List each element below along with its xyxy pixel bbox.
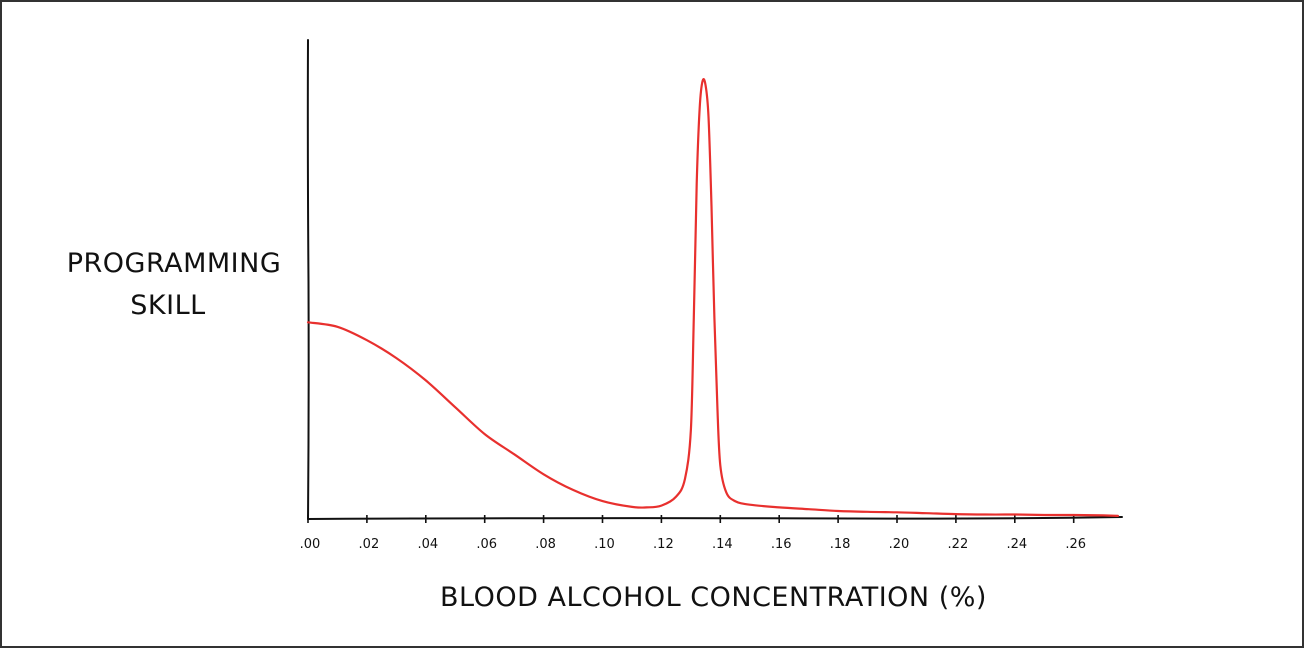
x-tick-label: .12 <box>653 537 674 552</box>
x-tick-label: .24 <box>1006 537 1027 552</box>
series-line <box>306 78 1119 517</box>
x-axis-line <box>307 516 1123 520</box>
x-tick-label: .14 <box>712 537 733 552</box>
axes <box>306 39 1123 520</box>
x-axis-label: BLOOD ALCOHOL CONCENTRATION (%) <box>440 582 987 613</box>
y-axis-label-line-2: SKILL <box>130 290 205 321</box>
x-ticks: .00 .02 .04 .06 .08 .10 .12 .14 .16 .18 .20 .22 .24.… <box>300 515 1086 552</box>
y-axis-line <box>306 39 310 520</box>
x-tick-label: .06 <box>476 537 497 552</box>
y-axis-label: PROGRAMMING SKILL <box>67 248 282 321</box>
x-tick-label: .04 <box>417 537 438 552</box>
x-tick-label: .26 <box>1065 537 1086 552</box>
x-tick-label: .20 <box>889 537 910 552</box>
x-tick-label: .08 <box>535 537 556 552</box>
y-axis-label-line-1: PROGRAMMING <box>67 248 282 279</box>
x-tick-label: .00 <box>300 537 321 552</box>
x-tick-label: .18 <box>830 537 851 552</box>
x-tick-label: .16 <box>771 537 792 552</box>
x-tick-label: .10 <box>594 537 615 552</box>
x-tick-label: .22 <box>948 537 969 552</box>
x-tick-label: .02 <box>359 537 380 552</box>
